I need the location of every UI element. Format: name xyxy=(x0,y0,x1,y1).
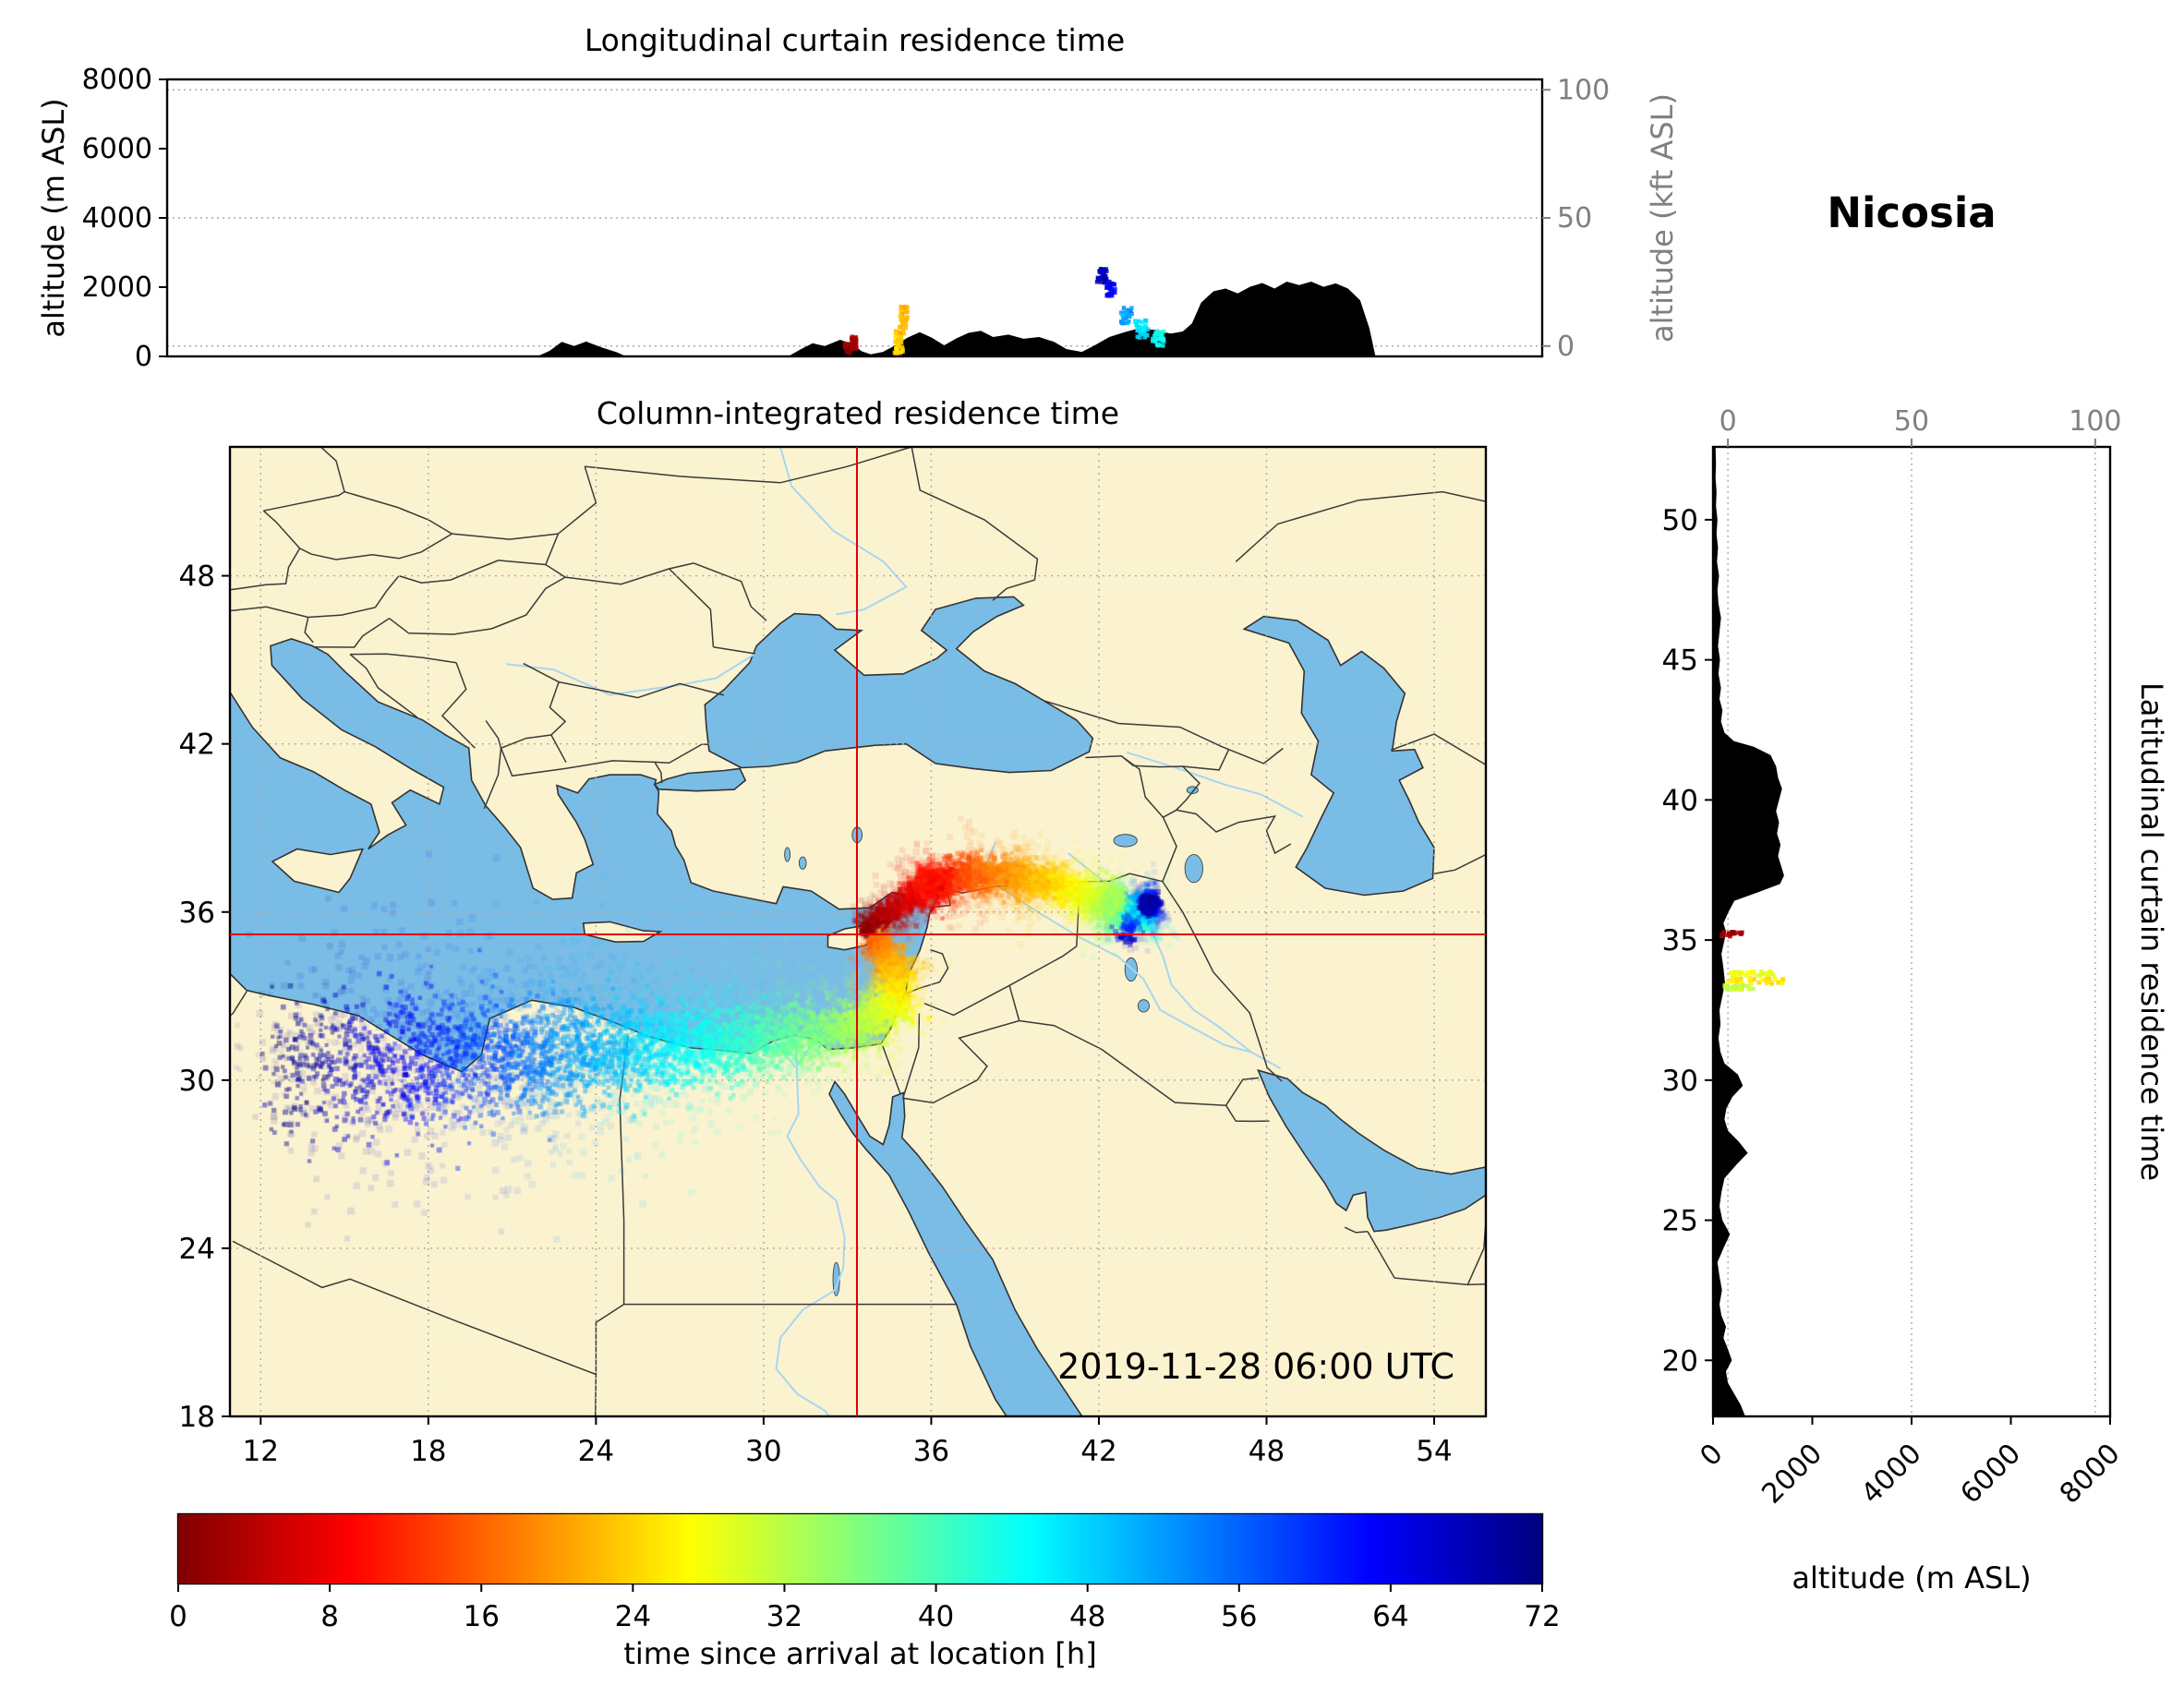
tick-label: 0 xyxy=(1557,331,1575,363)
tick-label: 100 xyxy=(1557,74,1610,106)
longitudinal-panel-title: Longitudinal curtain residence time xyxy=(584,22,1126,58)
tick-label: 56 xyxy=(1221,1600,1257,1633)
tick-label: 25 xyxy=(1662,1205,1698,1238)
tick-label: 4000 xyxy=(82,202,152,235)
tick-label: 8000 xyxy=(82,64,152,96)
lake-egirdir xyxy=(784,847,790,862)
tick-label: 50 xyxy=(1662,504,1698,537)
tick-label: 20 xyxy=(1662,1344,1698,1378)
tick-label: 54 xyxy=(1416,1435,1452,1468)
lat-curtain-residence-marks xyxy=(1719,930,1786,993)
longitudinal-ylabel-right: altitude (kft ASL) xyxy=(1645,93,1680,343)
tick-label: 36 xyxy=(913,1435,949,1468)
tick-label: 0 xyxy=(135,341,152,373)
tick-label: 0 xyxy=(169,1600,187,1633)
crosshair-horizontal-line xyxy=(230,933,1486,936)
tick-label: 30 xyxy=(179,1065,215,1098)
colorbar-gradient-canvas xyxy=(178,1514,1542,1584)
latitudinal-curtain-panel: 20 25 30 35 40 45 50 0 50 100 0 2000 4000 6000 8000 xyxy=(1662,405,2127,1511)
tick-label: 45 xyxy=(1662,644,1698,678)
lake-razazza xyxy=(1137,999,1150,1013)
datetime-label: 2019-11-28 06:00 UTC xyxy=(1057,1346,1454,1387)
tick-label: 48 xyxy=(179,560,215,594)
tick-label: 50 xyxy=(1894,405,1929,438)
tick-label: 8000 xyxy=(2054,1438,2127,1511)
tick-label: 30 xyxy=(1662,1065,1698,1098)
tick-label: 2000 xyxy=(1756,1438,1828,1511)
lake-tharthar xyxy=(1124,957,1138,982)
tick-label: 40 xyxy=(918,1600,954,1633)
tick-label: 6000 xyxy=(82,133,152,165)
tick-label: 12 xyxy=(243,1435,279,1468)
tick-label: 32 xyxy=(766,1600,802,1633)
lon-curtain-residence-marks xyxy=(842,267,1166,356)
tick-label: 6000 xyxy=(1954,1438,2027,1511)
longitudinal-curtain-panel: 0 2000 4000 6000 8000 0 50 100 xyxy=(82,64,1611,373)
crosshair-vertical-line xyxy=(856,447,859,1416)
colorbar-label: time since arrival at location [h] xyxy=(623,1636,1097,1671)
tick-label: 50 xyxy=(1557,202,1592,235)
tick-label: 48 xyxy=(1069,1600,1105,1633)
tick-label: 42 xyxy=(179,729,215,762)
tick-label: 42 xyxy=(1080,1435,1116,1468)
tick-label: 24 xyxy=(179,1233,215,1266)
tick-label: 0 xyxy=(1719,405,1737,438)
tick-label: 8 xyxy=(320,1600,339,1633)
tick-label: 72 xyxy=(1524,1600,1560,1633)
map-axes: 12 18 24 30 36 42 48 54 18 24 30 36 42 48 xyxy=(179,445,1488,1468)
tick-label: 40 xyxy=(1662,784,1698,817)
tick-label: 100 xyxy=(2069,405,2121,438)
tick-label: 24 xyxy=(578,1435,614,1468)
tick-label: 35 xyxy=(1662,924,1698,957)
tick-label: 24 xyxy=(615,1600,651,1633)
tick-label: 30 xyxy=(745,1435,781,1468)
tick-label: 4000 xyxy=(1855,1438,1928,1511)
tick-label: 36 xyxy=(179,897,215,930)
tick-label: 48 xyxy=(1249,1435,1285,1468)
lake-urmia xyxy=(1184,854,1203,884)
station-title: Nicosia xyxy=(1827,188,1997,237)
tick-label: 18 xyxy=(179,1401,215,1434)
terrain-profile-lat xyxy=(1713,447,1784,1416)
latitudinal-xlabel: altitude (m ASL) xyxy=(1792,1560,2032,1596)
tick-label: 16 xyxy=(463,1600,499,1633)
longitudinal-ylabel: altitude (m ASL) xyxy=(36,98,71,338)
lake-beysehir xyxy=(798,856,807,870)
tick-label: 18 xyxy=(410,1435,446,1468)
latitudinal-panel-title: Latitudinal curtain residence time xyxy=(2134,681,2169,1182)
tick-label: 64 xyxy=(1372,1600,1408,1633)
terrain-profile-lon xyxy=(167,282,1542,356)
tick-label: 0 xyxy=(1694,1438,1729,1473)
tick-label: 2000 xyxy=(82,271,152,304)
lake-van xyxy=(1113,834,1138,848)
map-panel-title: Column-integrated residence time xyxy=(596,395,1120,431)
